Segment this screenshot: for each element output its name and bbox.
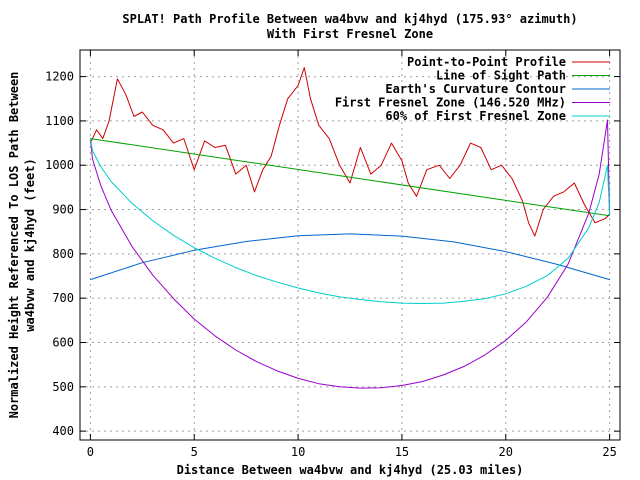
series-line-first-fresnel-zone-146-520-mhz [89,119,611,389]
series-line-60-of-first-fresnel-zone [89,138,611,304]
series-line-line-of-sight-path [90,138,610,217]
legend-label: First Fresnel Zone (146.520 MHz) [335,96,566,110]
x-tick-label: 10 [291,445,305,459]
chart-subtitle: With First Fresnel Zone [267,27,433,41]
y-axis-label-line2: wa4bvw and kj4hyd (feet) [23,158,37,331]
y-tick-label: 1100 [45,114,74,128]
legend-label: Line of Sight Path [436,69,566,83]
x-axis-ticks: 0 5 10 15 20 25 [87,50,617,459]
y-axis-ticks: 400 500 600 700 800 900 1000 1100 1200 [45,70,620,438]
y-tick-label: 900 [52,203,74,217]
y-tick-label: 500 [52,380,74,394]
series-line-earth-s-curvature-contour [90,233,610,281]
y-tick-label: 700 [52,291,74,305]
y-tick-label: 800 [52,247,74,261]
y-tick-label: 1000 [45,158,74,172]
legend-label: Earth's Curvature Contour [385,82,566,96]
y-tick-label: 600 [52,336,74,350]
grid [80,50,620,440]
chart-title: SPLAT! Path Profile Between wa4bvw and k… [122,12,577,26]
x-tick-label: 15 [395,445,409,459]
x-tick-label: 20 [499,445,513,459]
y-tick-label: 400 [52,424,74,438]
y-tick-label: 1200 [45,70,74,84]
legend-label: 60% of First Fresnel Zone [385,109,566,123]
series-group [89,67,611,389]
y-axis-label-line1: Normalized Height Referenced To LOS Path… [7,72,21,419]
series-line-point-to-point-profile [89,67,610,237]
x-tick-label: 0 [87,445,94,459]
x-axis-label: Distance Between wa4bvw and kj4hyd (25.0… [177,463,524,477]
legend-label: Point-to-Point Profile [407,55,566,69]
x-tick-label: 25 [602,445,616,459]
plot-frame [79,49,621,441]
x-tick-label: 5 [191,445,198,459]
